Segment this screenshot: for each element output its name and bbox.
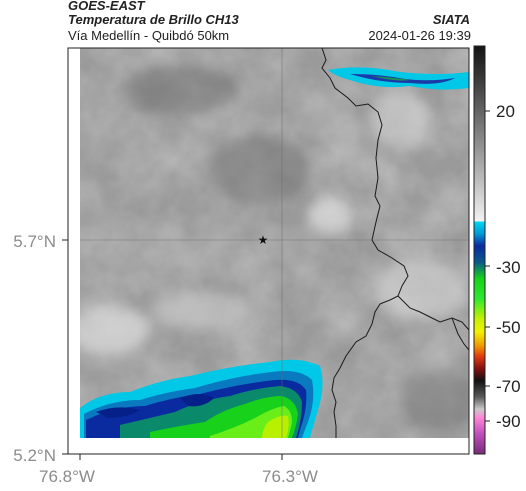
cold-cloud-south — [80, 359, 323, 438]
colorbar-tick-label: -30 — [496, 258, 521, 277]
lat-tick-label: 5.2°N — [13, 446, 56, 465]
lat-tick-label: 5.7°N — [13, 232, 56, 251]
colorbar-tick-label: -70 — [496, 377, 521, 396]
region-subtitle: Vía Medellín - Quibdó 50km — [68, 28, 230, 43]
colorbar-tick-label: -50 — [496, 318, 521, 337]
organization-label: SIATA — [432, 12, 470, 27]
satellite-image: ★ — [80, 48, 469, 438]
satellite-title: GOES-EAST — [68, 0, 145, 13]
gridlines — [80, 48, 469, 438]
location-star-icon: ★ — [258, 233, 269, 247]
product-title: Temperatura de Brillo CH13 — [68, 12, 239, 27]
colorbar-tick-label: -90 — [496, 412, 521, 431]
lon-tick-label: 76.8°W — [39, 467, 95, 486]
map-frame — [67, 47, 470, 455]
boundary-lines — [321, 48, 469, 438]
lon-tick-label: 76.3°W — [262, 467, 318, 486]
cold-cloud-north — [328, 67, 469, 90]
colorbar-tick-label: 20 — [496, 102, 515, 121]
datetime-label: 2024-01-26 19:39 — [368, 28, 471, 43]
colorbar: 20 -30 -50 -70 -90 — [473, 45, 521, 455]
